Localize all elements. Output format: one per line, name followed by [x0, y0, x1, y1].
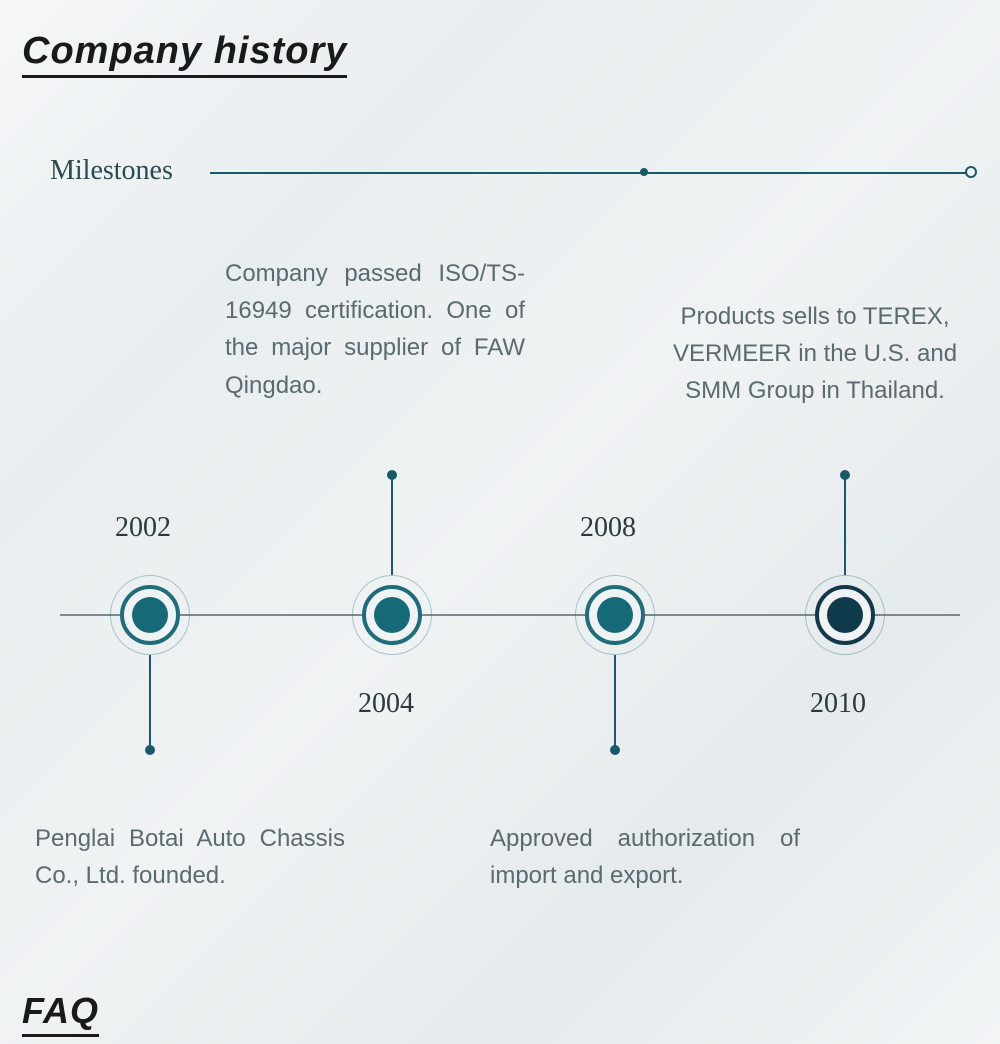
- timeline-node-2008: [575, 575, 655, 655]
- timeline-stem: [391, 475, 393, 575]
- timeline-stem-dot: [610, 745, 620, 755]
- milestones-label: Milestones: [50, 155, 173, 187]
- timeline-year: 2010: [810, 688, 866, 720]
- timeline-description: Approved authorization of import and exp…: [490, 820, 800, 894]
- timeline-node-2004: [352, 575, 432, 655]
- timeline-stem-dot: [840, 470, 850, 480]
- timeline-description: Products sells to TEREX, VERMEER in the …: [660, 298, 970, 410]
- timeline-stem: [614, 655, 616, 750]
- milestones-divider-line: [210, 172, 970, 174]
- timeline-year: 2004: [358, 688, 414, 720]
- milestones-divider-endcap: [965, 166, 977, 178]
- timeline-stem: [844, 475, 846, 575]
- timeline-year: 2002: [115, 512, 171, 544]
- timeline-year: 2008: [580, 512, 636, 544]
- timeline-description: Company passed ISO/TS-16949 certificatio…: [225, 255, 525, 404]
- faq-heading: FAQ: [22, 990, 99, 1037]
- timeline-node-2002: [110, 575, 190, 655]
- timeline-stem-dot: [387, 470, 397, 480]
- timeline-description: Penglai Botai Auto Chassis Co., Ltd. fou…: [35, 820, 345, 894]
- milestones-divider-dot: [640, 168, 648, 176]
- company-history-heading: Company history: [22, 30, 347, 78]
- timeline-stem-dot: [145, 745, 155, 755]
- timeline-node-2010: [805, 575, 885, 655]
- timeline-stem: [149, 655, 151, 750]
